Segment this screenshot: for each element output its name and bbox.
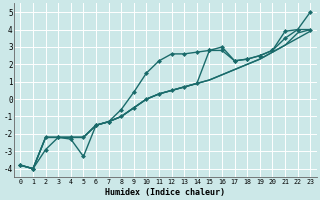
X-axis label: Humidex (Indice chaleur): Humidex (Indice chaleur) bbox=[105, 188, 225, 197]
